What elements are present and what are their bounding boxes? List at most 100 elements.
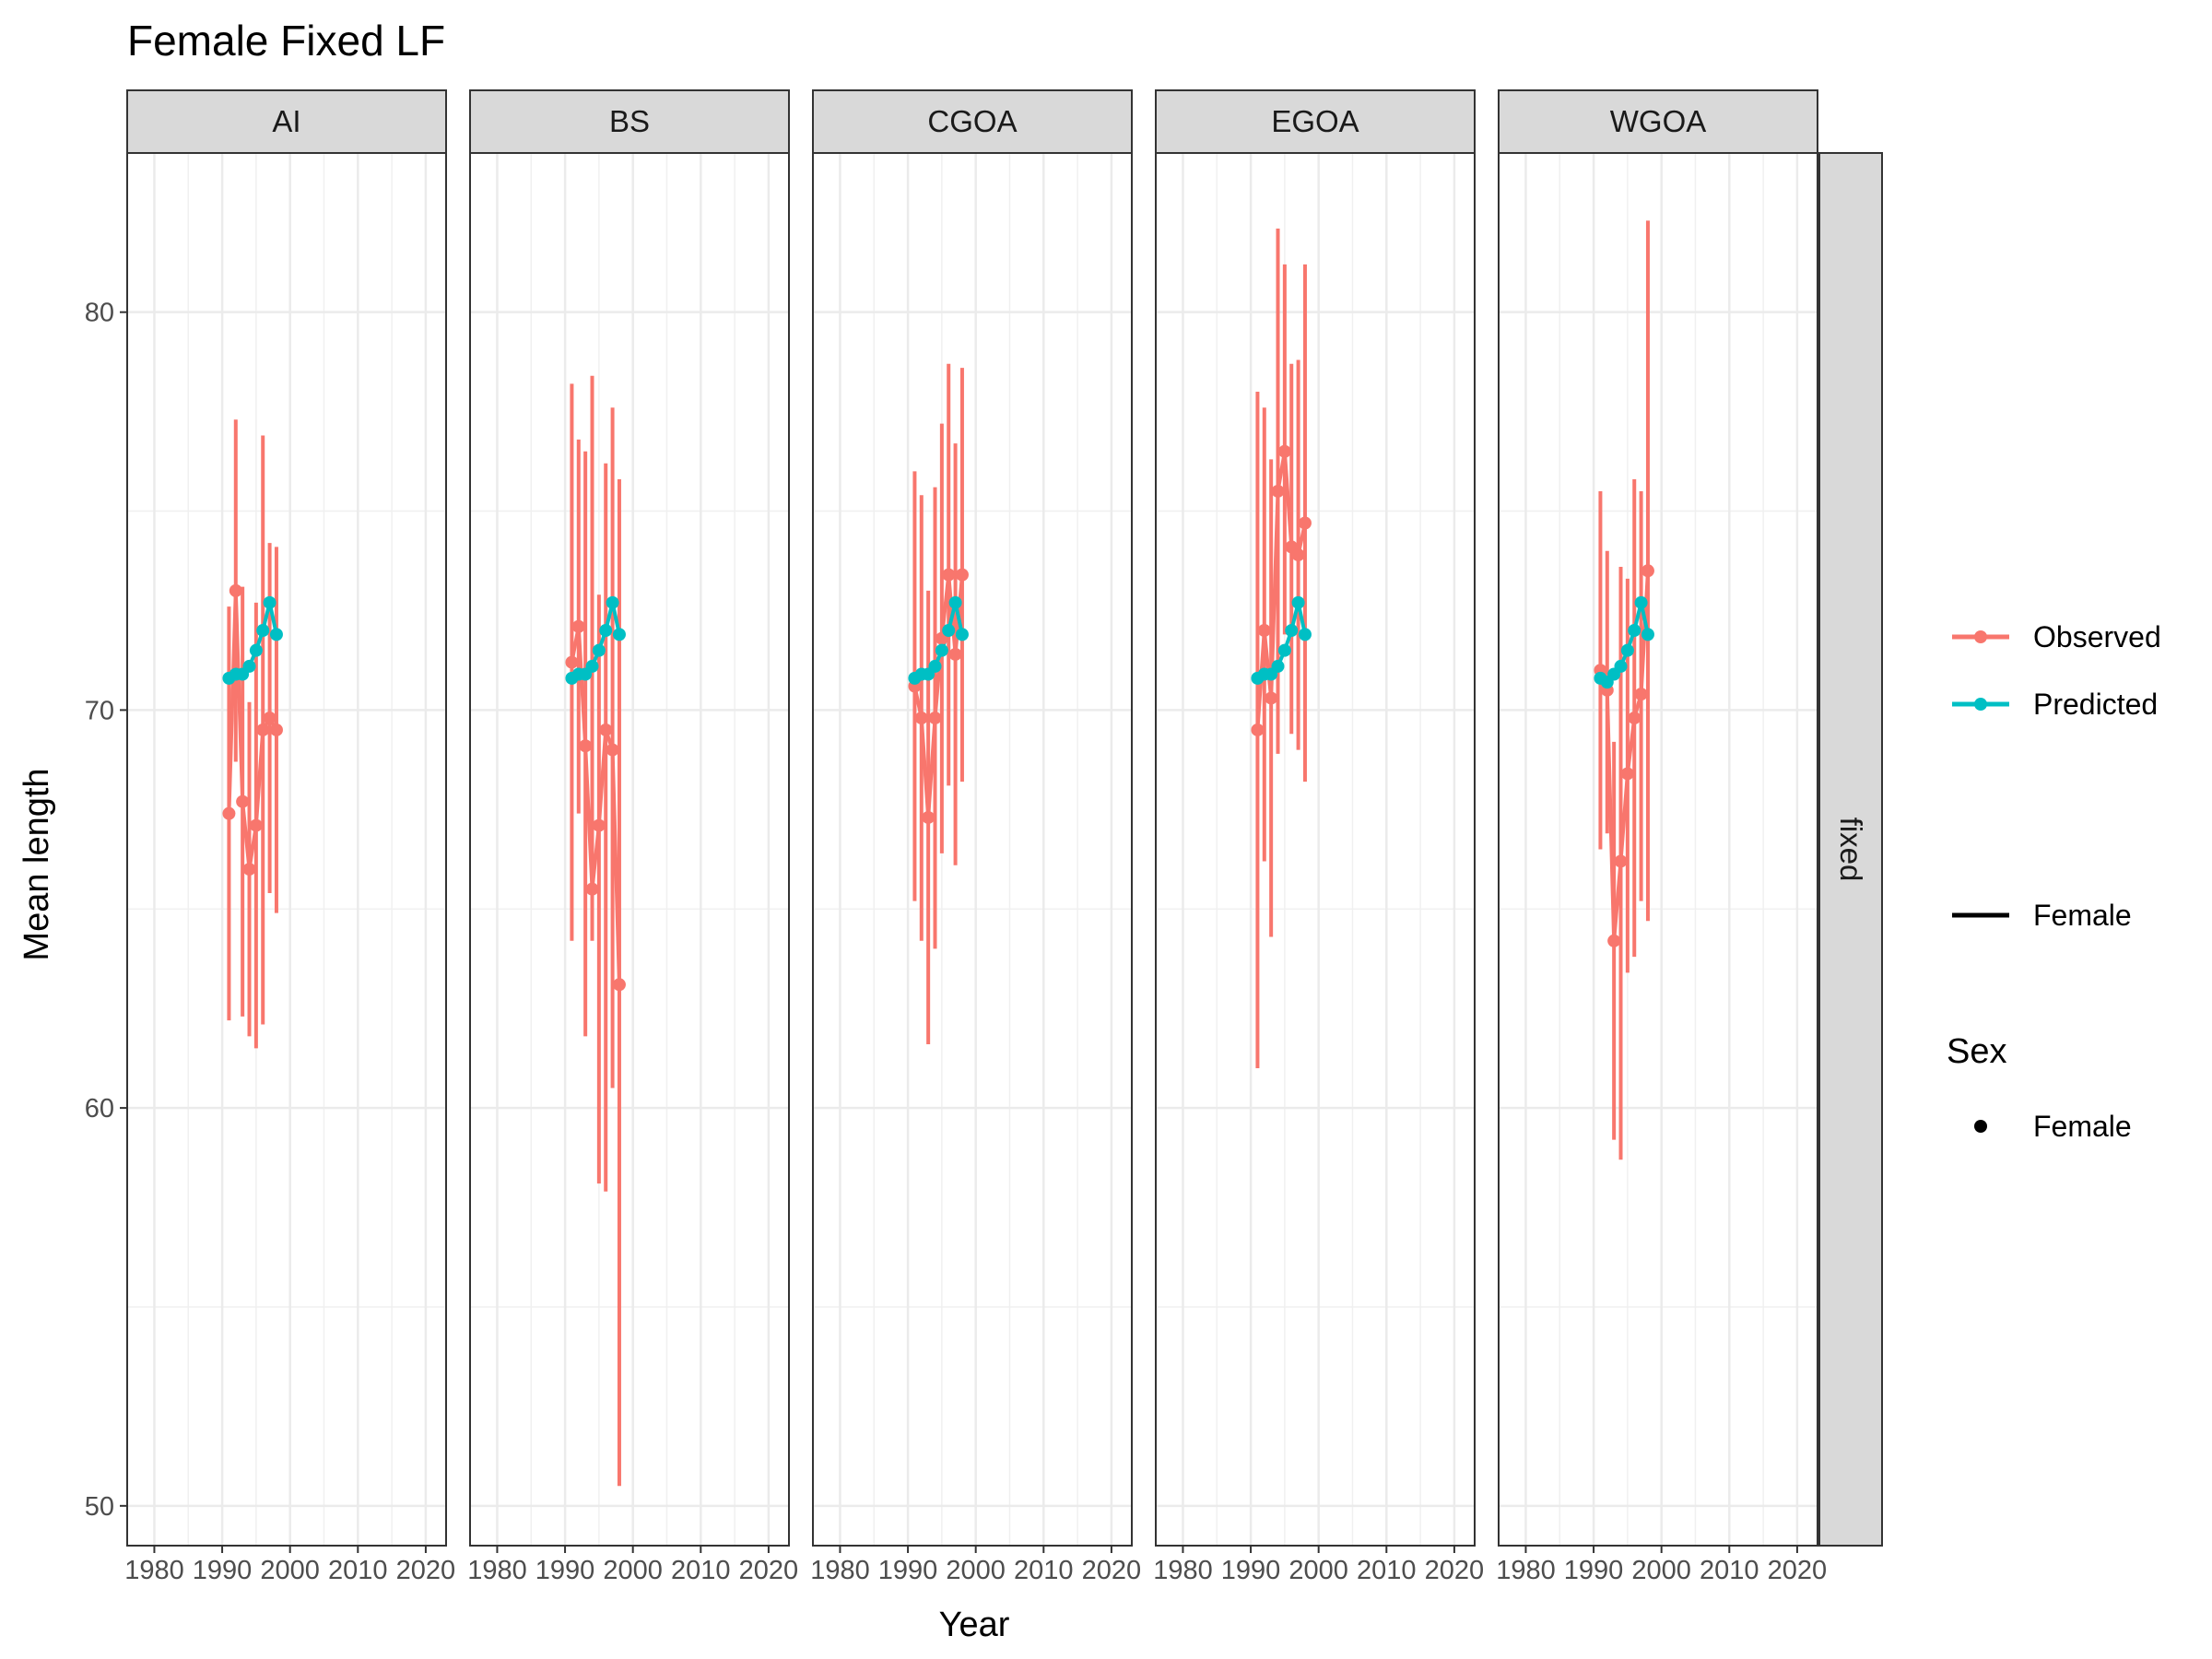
x-tick-label: 1980 [1153,1556,1213,1585]
observed-point [222,806,236,820]
observed-point [229,583,242,597]
observed-point [1251,723,1265,736]
predicted-point [1298,628,1312,641]
predicted-point [1634,595,1648,609]
x-tick-label: 2000 [946,1556,1006,1585]
facet-panel-wgoa: WGOA 1980 1990 2000 2010 2020 [1496,89,1828,1585]
facet-strip [812,89,1133,154]
panel-background [813,153,1132,1546]
observed-point [263,712,276,725]
predicted-point [256,624,270,638]
observed-point [606,743,619,757]
observed-point [914,712,928,725]
observed-point [599,723,613,736]
observed-point [236,794,250,808]
x-tick-label: 2000 [1631,1556,1691,1585]
y-tick-label: 80 [85,299,114,328]
panel-border [126,152,447,1547]
y-axis-title: Mean length [18,768,56,960]
facet-panel-bs: BS 1980 1990 2000 2010 2020 [467,89,799,1585]
x-tick-label: 1980 [467,1556,527,1585]
predicted-point [1277,643,1291,657]
predicted-point [263,595,276,609]
observed-point [942,568,956,582]
predicted-point [1628,624,1641,638]
x-tick-label: 2020 [1425,1556,1485,1585]
x-tick-label: 2000 [260,1556,320,1585]
x-tick-label: 2000 [1288,1556,1348,1585]
facet-strip-label: AI [272,104,300,138]
facet-panel-cgoa: CGOA 1980 1990 2000 2010 2020 [810,89,1142,1585]
predicted-point [935,643,948,657]
legend-key-shape [1974,1120,1987,1133]
panel-background [127,153,446,1546]
observed-point [1628,712,1641,725]
x-tick-label: 2010 [328,1556,388,1585]
y-tick-label: 60 [85,1094,114,1124]
observed-point [928,712,942,725]
predicted-point [592,643,606,657]
y-tick-label: 70 [85,696,114,725]
predicted-point [269,628,283,641]
facet-strip-label: EGOA [1271,104,1359,138]
facet-strip-label: WGOA [1610,104,1707,138]
observed-point [955,568,969,582]
observed-point [1271,484,1285,498]
observed-point [612,978,626,992]
legend-label-shape: Female [2033,1110,2132,1143]
observed-point [1291,548,1305,562]
predicted-point [599,624,613,638]
predicted-point [249,643,263,657]
row-strip-label: fixed [1834,818,1868,882]
observed-point [242,863,256,877]
facet-strip [126,89,447,154]
x-tick-label: 2020 [739,1556,799,1585]
x-tick-label: 1980 [810,1556,870,1585]
x-tick-label: 1980 [1496,1556,1556,1585]
observed-point [585,882,599,896]
x-tick-label: 1980 [124,1556,184,1585]
observed-point [571,619,585,633]
facet-strip-label: BS [609,104,650,138]
x-tick-label: 2020 [396,1556,456,1585]
x-tick-label: 2000 [603,1556,663,1585]
x-tick-label: 2010 [1357,1556,1417,1585]
x-tick-label: 2010 [1014,1556,1074,1585]
panel-border [1498,152,1818,1547]
x-tick-label: 1990 [1221,1556,1281,1585]
predicted-point [242,659,256,673]
observed-point [592,818,606,832]
facet-strip [1155,89,1476,154]
x-tick-label: 2020 [1082,1556,1142,1585]
observed-point [1607,934,1621,947]
legend-title-sex: Sex [1947,1032,2006,1071]
x-tick-label: 2010 [1700,1556,1759,1585]
x-tick-label: 1990 [878,1556,938,1585]
panel-background [1499,153,1818,1546]
observed-point [256,723,270,736]
facet-panel-ai: AI 1980 1990 2000 2010 2020 50 60 70 80 [85,89,456,1585]
observed-point [1277,444,1291,458]
row-strip [1818,152,1883,1547]
legend-key-point-predicted [1974,698,1987,711]
observed-point [922,810,935,824]
facet-strip-label: CGOA [927,104,1017,138]
x-axis-title: Year [939,1606,1010,1644]
panel-border [812,152,1133,1547]
x-tick-label: 1990 [535,1556,595,1585]
predicted-point [942,624,956,638]
predicted-point [606,595,619,609]
x-tick-label: 2020 [1768,1556,1828,1585]
predicted-point [585,659,599,673]
observed-point [579,739,593,753]
legend-label-linetype: Female [2033,899,2132,932]
chart-title: Female Fixed LF [127,17,445,65]
observed-line [912,574,964,818]
predicted-point [1620,643,1634,657]
facet-strip [469,89,790,154]
observed-point [948,647,962,661]
observed-point [565,655,579,669]
observed-point [1298,516,1312,530]
y-tick-label: 50 [85,1492,114,1522]
